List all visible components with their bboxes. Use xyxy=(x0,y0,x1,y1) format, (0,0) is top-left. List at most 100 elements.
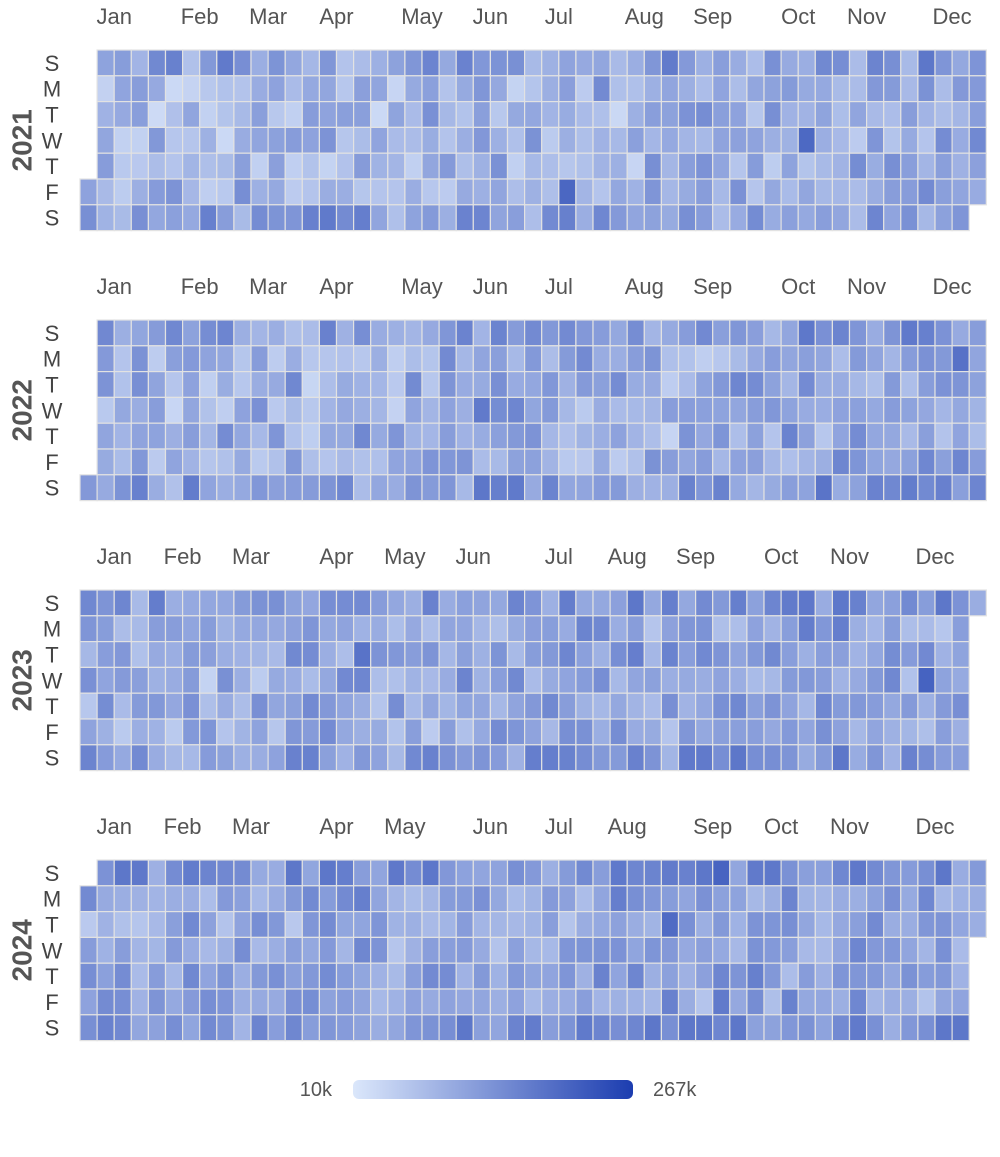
day-cell xyxy=(506,100,526,128)
day-cell xyxy=(250,204,269,232)
day-cell xyxy=(746,319,765,347)
day-cell xyxy=(865,718,885,746)
day-cell xyxy=(216,371,235,399)
day-cell xyxy=(609,396,628,424)
day-cell xyxy=(797,615,816,643)
day-cell xyxy=(353,692,372,720)
day-cell xyxy=(335,1014,355,1042)
day-cell xyxy=(370,936,389,964)
day-cell xyxy=(558,744,577,772)
day-cell xyxy=(455,75,474,103)
day-cell xyxy=(182,692,201,720)
day-cell xyxy=(353,474,372,502)
month-label: Nov xyxy=(847,4,886,29)
day-cell xyxy=(729,692,748,720)
day-cell xyxy=(96,615,115,643)
day-cell xyxy=(814,692,833,720)
day-cell xyxy=(489,988,509,1016)
day-cell xyxy=(712,744,731,772)
day-cell xyxy=(865,345,885,373)
day-cell xyxy=(301,75,320,103)
day-cell xyxy=(746,1014,765,1042)
weekday-label: S xyxy=(45,746,60,771)
day-cell xyxy=(626,615,645,643)
day-cell xyxy=(353,744,372,772)
day-cell xyxy=(284,371,303,399)
day-cell xyxy=(421,152,440,180)
day-cell xyxy=(626,692,645,720)
day-cell xyxy=(609,640,628,668)
day-cell xyxy=(387,718,406,746)
weekday-label: T xyxy=(45,694,58,719)
day-cell xyxy=(421,371,440,399)
day-cell xyxy=(694,692,714,720)
month-label: Jan xyxy=(96,544,131,569)
day-cell xyxy=(763,936,782,964)
day-cell xyxy=(370,666,389,694)
weekday-label: M xyxy=(43,887,61,912)
day-cell xyxy=(900,589,919,617)
day-cell xyxy=(455,422,474,450)
day-cell xyxy=(626,936,645,964)
day-cell xyxy=(575,936,594,964)
day-cell xyxy=(763,988,782,1016)
day-cell xyxy=(335,692,355,720)
day-cell xyxy=(301,178,320,206)
day-cell xyxy=(489,49,509,77)
day-cell xyxy=(182,718,201,746)
day-cell xyxy=(301,49,320,77)
month-label: Aug xyxy=(625,274,664,299)
day-cell xyxy=(575,474,594,502)
day-cell xyxy=(797,396,816,424)
day-cell xyxy=(182,640,201,668)
day-cell xyxy=(951,589,970,617)
day-cell xyxy=(489,910,509,938)
day-cell xyxy=(609,474,628,502)
day-cell xyxy=(301,319,320,347)
day-cell xyxy=(797,49,816,77)
day-cell xyxy=(780,474,799,502)
day-cell xyxy=(934,718,953,746)
day-cell xyxy=(558,640,577,668)
day-cell xyxy=(712,75,731,103)
day-cell xyxy=(609,49,628,77)
day-cell xyxy=(677,666,697,694)
day-cell xyxy=(831,988,851,1016)
day-cell xyxy=(951,692,970,720)
day-cell xyxy=(968,152,987,180)
day-cell xyxy=(216,474,235,502)
day-cell xyxy=(182,859,201,887)
day-cell xyxy=(472,962,491,990)
day-cell xyxy=(917,152,936,180)
day-cell xyxy=(455,744,474,772)
month-label: Feb xyxy=(181,274,219,299)
day-cell xyxy=(831,178,851,206)
day-cell xyxy=(900,371,919,399)
day-cell xyxy=(489,1014,509,1042)
day-cell xyxy=(523,422,543,450)
day-cell xyxy=(96,910,115,938)
day-cell xyxy=(96,319,115,347)
day-cell xyxy=(951,936,970,964)
day-cell xyxy=(729,885,748,913)
day-cell xyxy=(814,936,833,964)
day-cell xyxy=(934,640,953,668)
day-cell xyxy=(729,589,748,617)
day-cell xyxy=(609,589,628,617)
day-cell xyxy=(164,126,184,154)
day-cell xyxy=(147,962,167,990)
day-cell xyxy=(472,345,491,373)
day-cell xyxy=(848,936,868,964)
day-cell xyxy=(96,126,115,154)
day-cell xyxy=(541,962,560,990)
day-cell xyxy=(387,692,406,720)
day-cell xyxy=(96,75,115,103)
day-cell xyxy=(353,640,372,668)
day-cell xyxy=(746,345,765,373)
day-cell xyxy=(301,640,320,668)
day-cell xyxy=(164,204,184,232)
day-cell xyxy=(626,666,645,694)
day-cell xyxy=(472,936,491,964)
day-cell xyxy=(182,75,201,103)
day-cell xyxy=(848,448,868,476)
